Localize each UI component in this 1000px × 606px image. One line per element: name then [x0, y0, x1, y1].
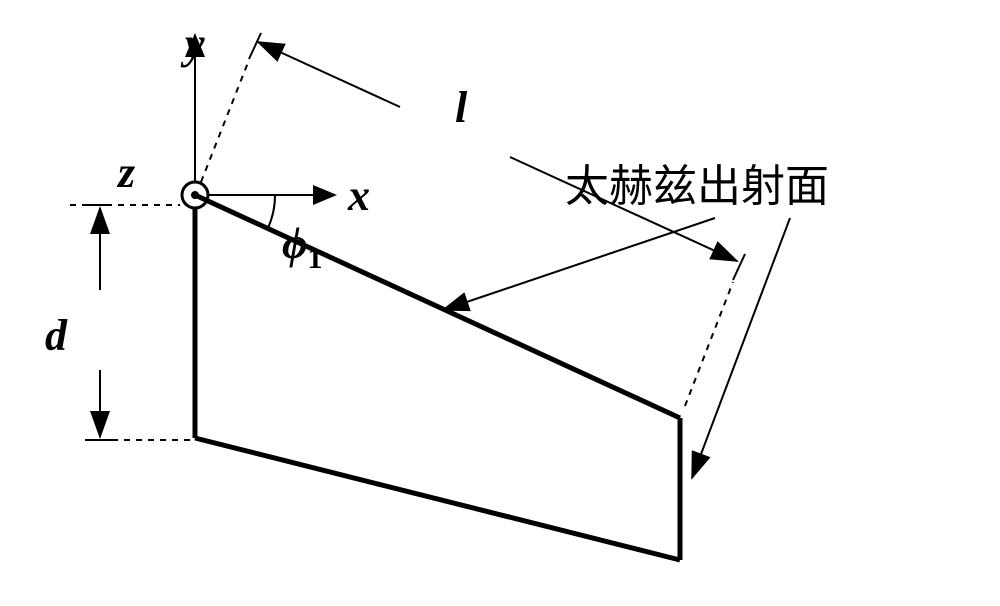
y-axis-label: y — [185, 18, 205, 69]
d-label: d — [45, 310, 67, 361]
surface-arrow-1 — [443, 218, 715, 310]
diagram-container: y x z l d ϕ1 太赫兹出射面 — [0, 0, 1000, 606]
prism-bottom-edge — [195, 438, 680, 560]
prism-top-edge — [195, 195, 680, 418]
l-dimension-tick-end — [733, 254, 745, 280]
l-label: l — [455, 82, 467, 133]
angle-label: ϕ1 — [282, 218, 322, 276]
l-dimension-tick-start — [249, 33, 261, 59]
l-dimension-line-left — [258, 42, 400, 107]
l-dimension-dash-start — [201, 60, 249, 182]
x-axis-label: x — [348, 170, 370, 221]
angle-arc — [268, 195, 275, 228]
z-axis-label: z — [118, 147, 135, 198]
surface-label: 太赫兹出射面 — [565, 150, 829, 214]
diagram-svg — [0, 0, 1000, 606]
